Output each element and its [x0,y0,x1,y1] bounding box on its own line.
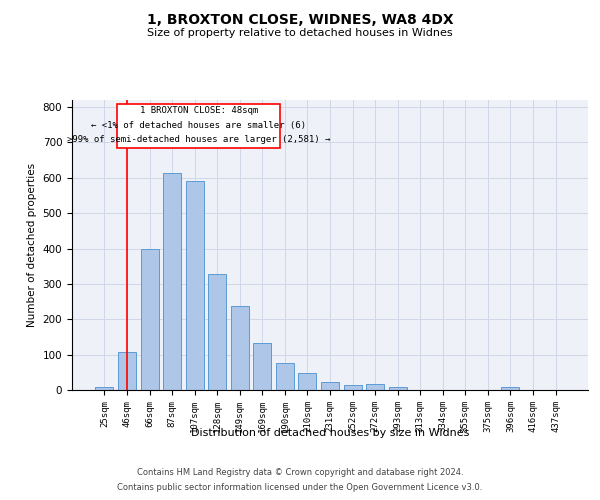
Y-axis label: Number of detached properties: Number of detached properties [27,163,37,327]
Bar [253,343,271,390]
Bar [321,382,339,390]
Bar [185,182,204,390]
Text: 1 BROXTON CLOSE: 48sqm: 1 BROXTON CLOSE: 48sqm [140,106,258,116]
Text: ← <1% of detached houses are smaller (6): ← <1% of detached houses are smaller (6) [91,121,306,130]
Bar [140,248,158,390]
Text: Size of property relative to detached houses in Widnes: Size of property relative to detached ho… [147,28,453,38]
Bar [366,384,384,390]
Bar [276,363,294,390]
Bar [231,306,249,390]
Text: 1, BROXTON CLOSE, WIDNES, WA8 4DX: 1, BROXTON CLOSE, WIDNES, WA8 4DX [146,12,454,26]
FancyBboxPatch shape [117,104,280,148]
Bar [95,387,113,390]
Bar [298,373,316,390]
Text: Contains HM Land Registry data © Crown copyright and database right 2024.: Contains HM Land Registry data © Crown c… [137,468,463,477]
Text: Distribution of detached houses by size in Widnes: Distribution of detached houses by size … [191,428,469,438]
Bar [208,274,226,390]
Bar [118,352,136,390]
Bar [163,172,181,390]
Text: Contains public sector information licensed under the Open Government Licence v3: Contains public sector information licen… [118,483,482,492]
Bar [389,387,407,390]
Text: >99% of semi-detached houses are larger (2,581) →: >99% of semi-detached houses are larger … [67,136,331,144]
Bar [344,384,362,390]
Bar [502,387,520,390]
